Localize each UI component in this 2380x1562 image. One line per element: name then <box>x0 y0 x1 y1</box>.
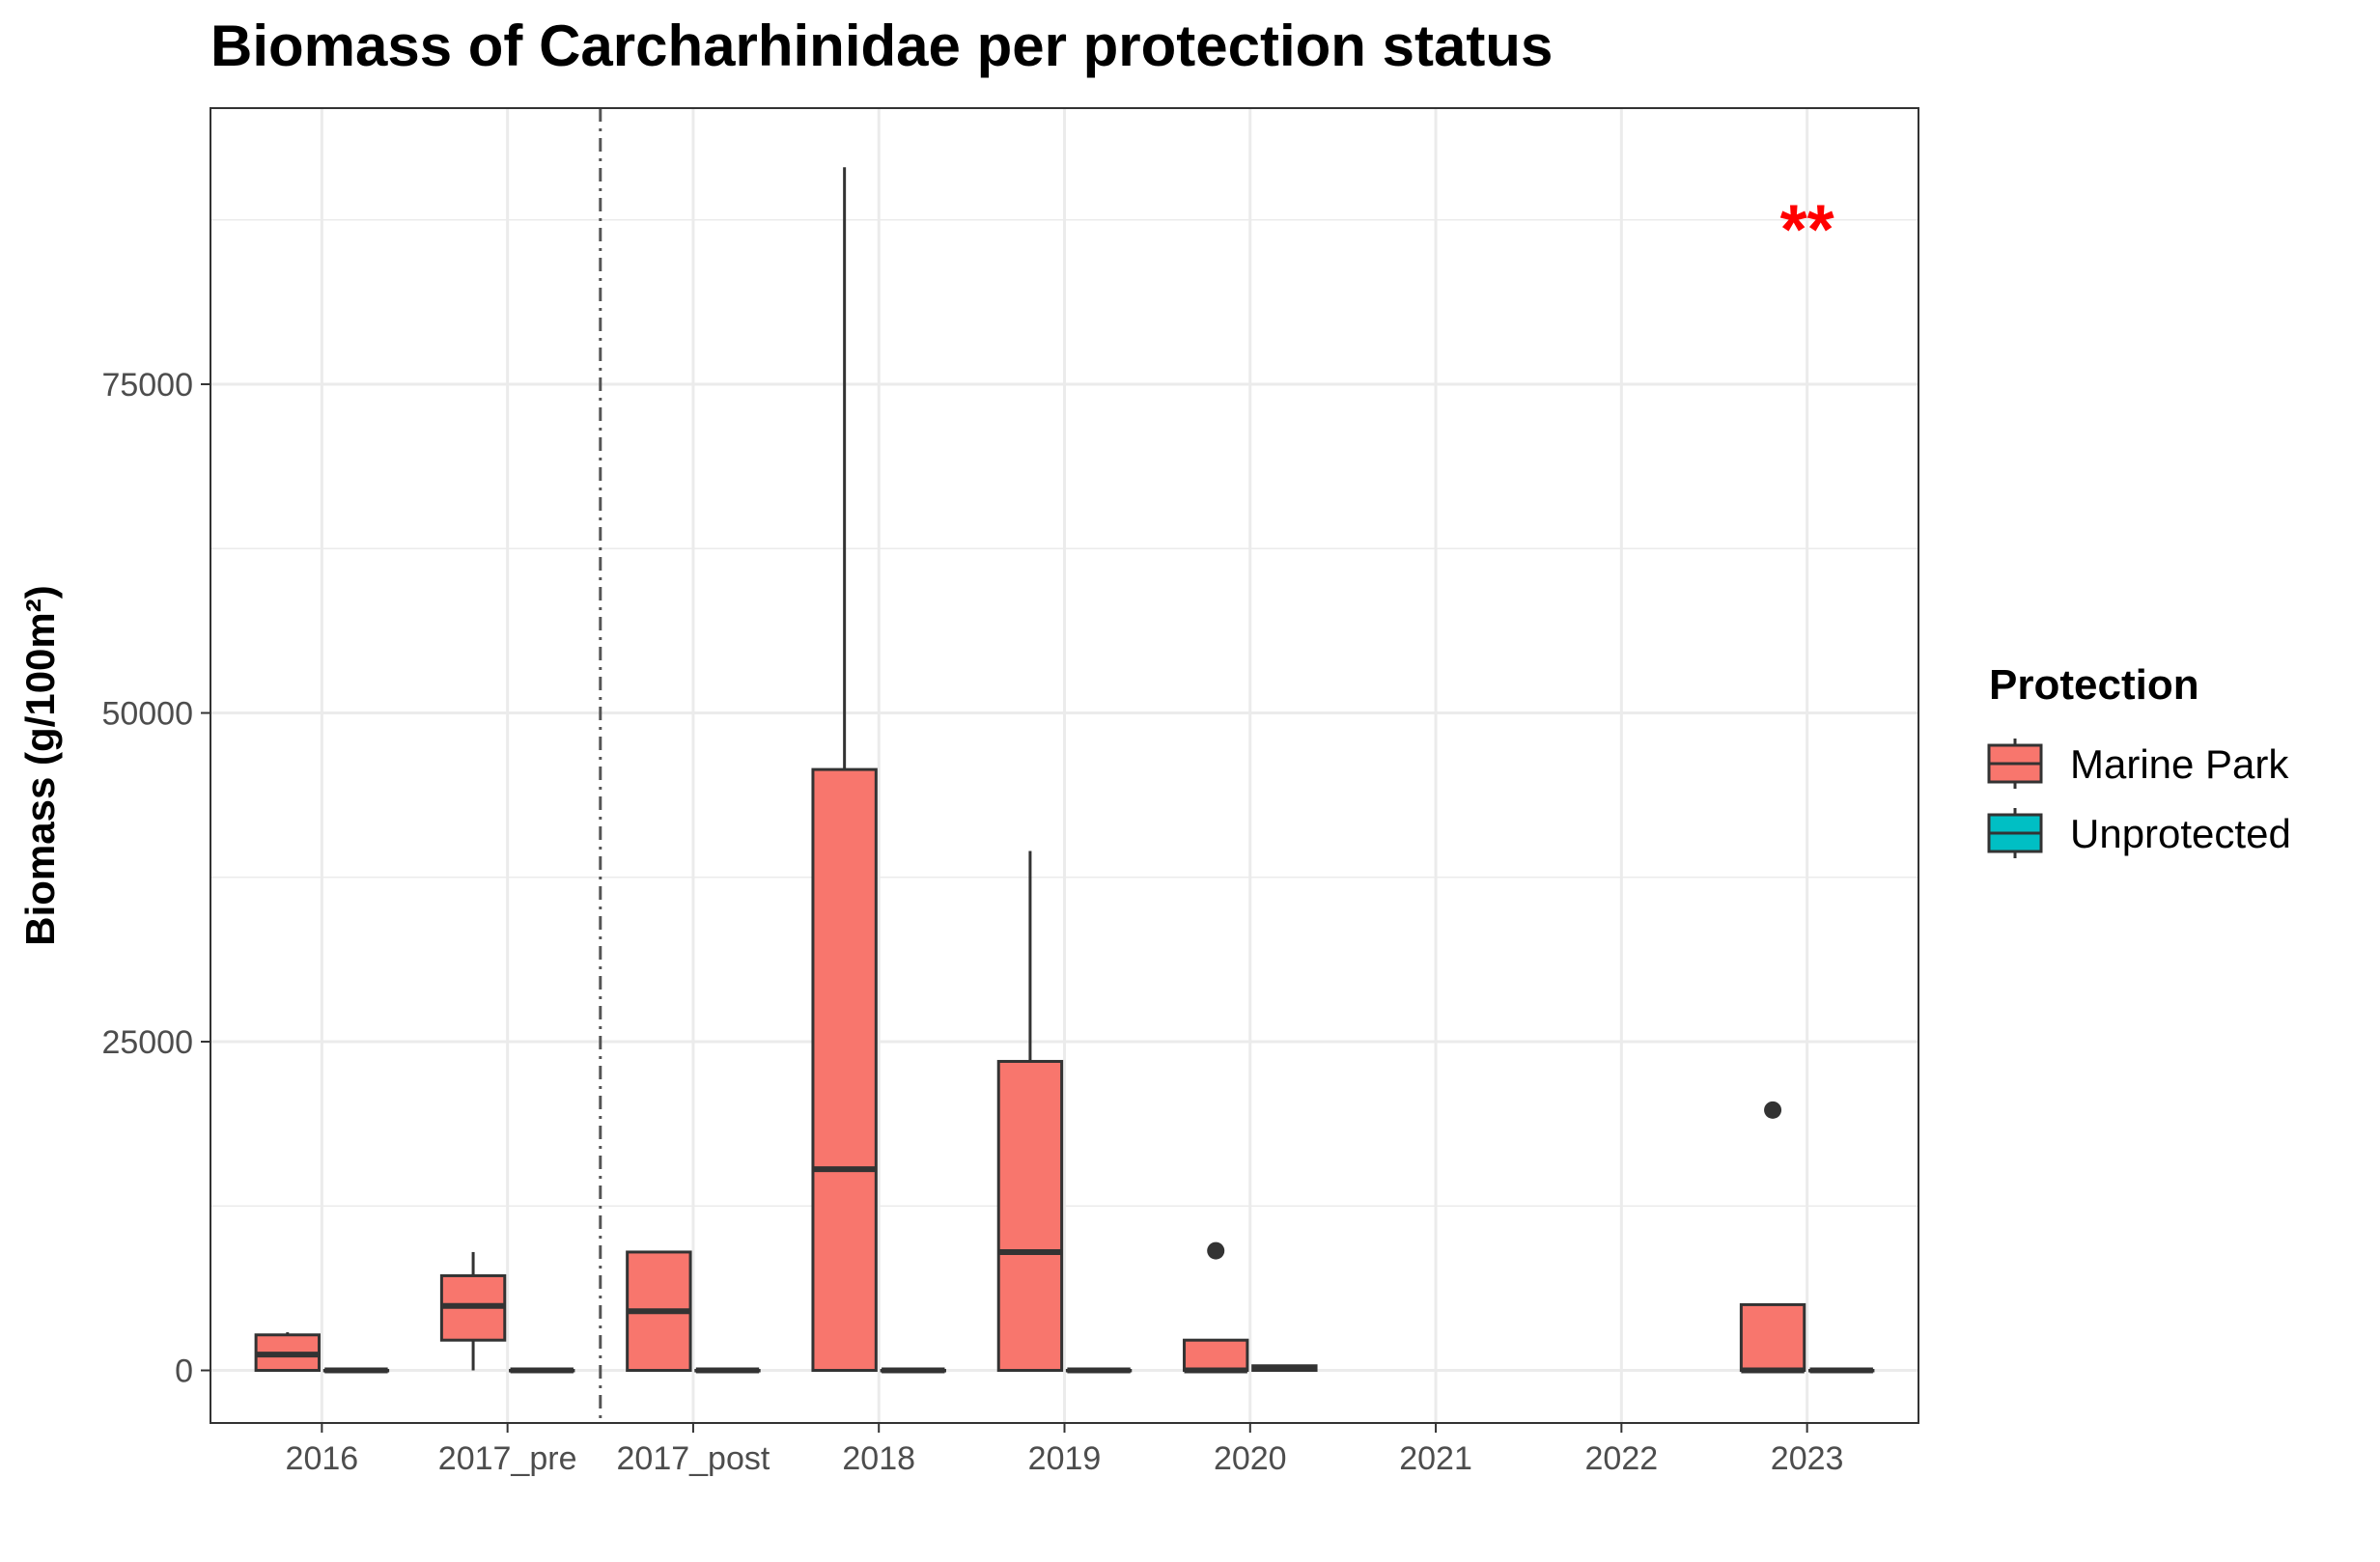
y-tick-label: 50000 <box>101 696 193 733</box>
y-axis-title: Biomass (g/100m²) <box>17 585 63 945</box>
y-tick-label: 75000 <box>101 367 193 404</box>
annotations: ** <box>1780 192 1834 269</box>
box-unprotected-2016 <box>322 1367 390 1374</box>
box-marine-park-2017_post <box>626 1250 692 1373</box>
x-tick-label: 2019 <box>1028 1440 1102 1477</box>
box-unprotected-2017_post <box>694 1367 761 1374</box>
box-unprotected-2019 <box>1065 1367 1133 1374</box>
chart-title: Biomass of Carcharhinidae per protection… <box>210 14 1553 78</box>
legend-label: Unprotected <box>2070 811 2291 856</box>
x-tick-label: 2020 <box>1214 1440 1287 1477</box>
x-axis: 2016 2017_pre 2017_post 2018 2019 2020 2021 202… <box>286 1423 1844 1477</box>
legend-item-marine-park: Marine Park <box>1987 739 2289 789</box>
box-marine-park-2023 <box>1739 1101 1806 1374</box>
box-marine-park-2018 <box>811 167 878 1373</box>
x-tick-label: 2022 <box>1585 1440 1659 1477</box>
box-unprotected-2018 <box>880 1367 946 1374</box>
outlier-point <box>1207 1241 1225 1260</box>
box-marine-park-2016 <box>254 1332 321 1373</box>
x-tick-label: 2023 <box>1771 1440 1844 1477</box>
box-marine-park-2020 <box>1183 1241 1249 1374</box>
x-tick-label: 2017_pre <box>438 1440 577 1477</box>
y-axis: 0 25000 50000 75000 <box>101 367 210 1390</box>
significance-label: ** <box>1780 192 1834 269</box>
legend-label: Marine Park <box>2070 741 2289 787</box>
box-unprotected-2020 <box>1251 1364 1318 1373</box>
y-tick-label: 0 <box>175 1353 193 1390</box>
box-unprotected-2023 <box>1808 1367 1875 1374</box>
box-body <box>996 1059 1064 1373</box>
x-tick-label: 2021 <box>1399 1440 1472 1477</box>
outlier-point <box>1764 1101 1782 1119</box>
legend-item-unprotected: Unprotected <box>1987 808 2291 858</box>
box-marine-park-2019 <box>996 851 1064 1373</box>
x-tick-label: 2018 <box>842 1440 915 1477</box>
legend-title: Protection <box>1989 661 2199 709</box>
y-tick-label: 25000 <box>101 1024 193 1061</box>
legend: Protection Marine Park Unprotected <box>1987 661 2291 858</box>
x-tick-label: 2017_post <box>617 1440 770 1477</box>
box-marine-park-2017_pre <box>439 1251 507 1371</box>
box-unprotected-2017_pre <box>509 1367 575 1374</box>
box-body <box>1739 1302 1806 1373</box>
box-body <box>811 767 878 1373</box>
grid-major <box>210 108 1918 1423</box>
x-tick-label: 2016 <box>286 1440 359 1477</box>
box-body <box>1183 1338 1249 1373</box>
boxplots <box>254 167 1875 1374</box>
